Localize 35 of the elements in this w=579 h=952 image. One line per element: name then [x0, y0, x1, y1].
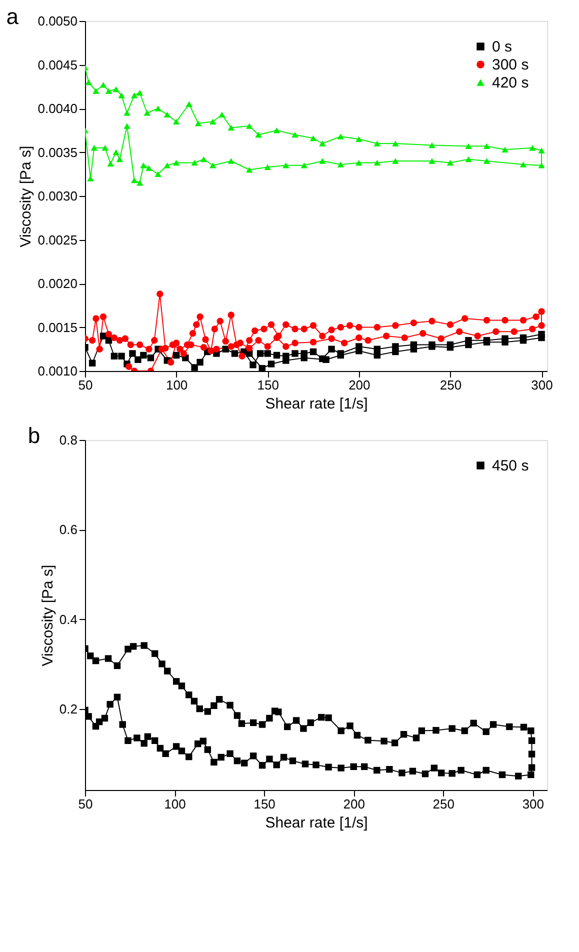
y-tick-label: 0.6	[59, 522, 78, 538]
x-axis-title: Shear rate [1/s]	[265, 814, 368, 832]
y-tick-label: 0.0025	[38, 232, 78, 248]
y-tick-label: 0.0045	[38, 57, 78, 72]
y-tick-label: 0.0050	[38, 14, 78, 28]
x-tick-label: 100	[164, 796, 186, 812]
y-axis-title: Viscosity [Pa s]	[39, 564, 56, 666]
y-axis-title: Viscosity [Pa s]	[18, 146, 35, 248]
x-tick-label: 50	[78, 378, 93, 392]
x-tick-label: 250	[432, 796, 454, 812]
x-tick-label: 300	[531, 378, 553, 392]
chart-title: b	[28, 423, 40, 448]
legend-label: 300 s	[492, 56, 529, 74]
y-tick-label: 0.0010	[38, 364, 78, 378]
x-tick-label: 200	[348, 378, 370, 392]
y-tick-label: 0.4	[59, 612, 78, 627]
y-tick-label: 0.0015	[38, 320, 78, 335]
y-tick-label: 0.0030	[38, 188, 78, 204]
y-tick-label: 0.0040	[38, 101, 78, 116]
y-tick-label: 0.0020	[38, 276, 78, 291]
x-tick-label: 150	[254, 796, 276, 812]
x-tick-label: 200	[343, 796, 365, 812]
legend-label: 0 s	[492, 38, 512, 56]
x-tick-label: 300	[522, 796, 544, 812]
x-tick-label: 250	[440, 378, 462, 392]
x-tick-label: 50	[78, 796, 93, 812]
y-tick-label: 0.8	[59, 432, 78, 448]
y-tick-label: 0.2	[59, 702, 78, 717]
y-tick-label: 0.0035	[38, 144, 78, 160]
chart-title: a	[6, 4, 20, 29]
x-tick-label: 100	[166, 378, 188, 392]
x-tick-label: 150	[257, 378, 279, 392]
legend-label: 450 s	[492, 458, 529, 474]
x-axis-title: Shear rate [1/s]	[265, 396, 368, 412]
legend-label: 420 s	[492, 74, 529, 92]
